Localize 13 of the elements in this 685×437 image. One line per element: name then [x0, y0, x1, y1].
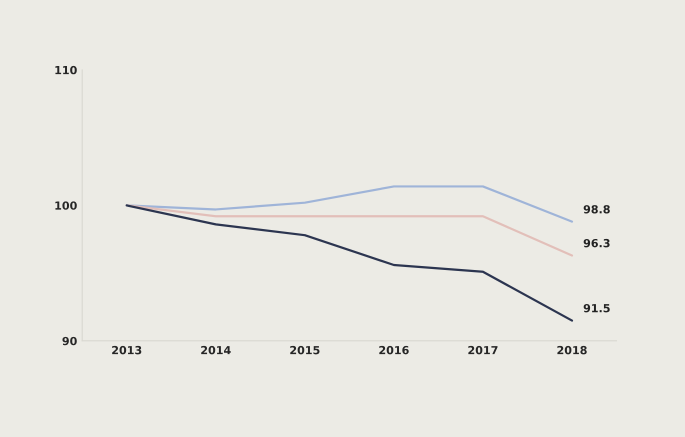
x-tick-label: 2015 — [290, 346, 320, 354]
x-tick-label: 2017 — [468, 346, 498, 354]
data-label: 96.3 — [584, 238, 610, 248]
line-series — [126, 204, 574, 322]
y-tick-label: 100 — [55, 201, 77, 210]
x-tick-label: 2013 — [112, 346, 142, 354]
y-tick-label: 90 — [62, 336, 77, 346]
y-tick-label: 110 — [55, 66, 77, 74]
data-label: 98.8 — [584, 205, 610, 214]
x-tick-label: 2018 — [557, 346, 587, 354]
data-label: 91.5 — [584, 304, 610, 312]
x-tick-label: 2014 — [201, 346, 231, 354]
x-tick-label: 2016 — [379, 346, 409, 354]
